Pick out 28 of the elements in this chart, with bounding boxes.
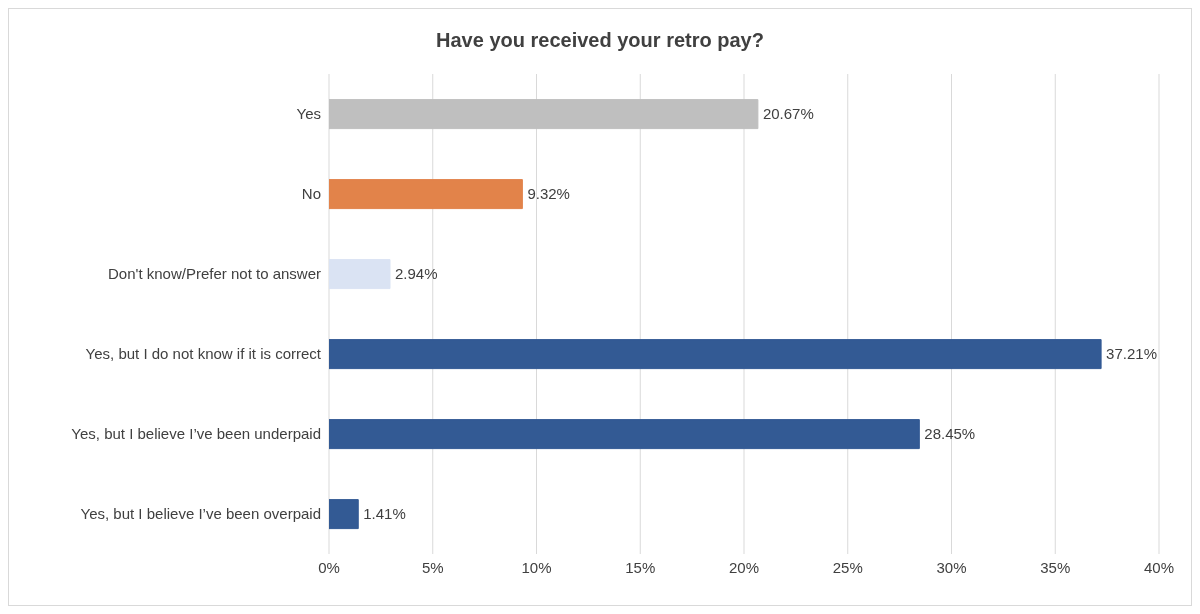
x-tick-label: 25% [832, 558, 863, 576]
chart-title: Have you received your retro pay? [435, 28, 765, 53]
bar [329, 259, 391, 290]
y-tick-label: Yes, but I do not know if it is correct [85, 345, 322, 363]
data-label: 2.94% [395, 265, 438, 283]
y-tick-label: Don't know/Prefer not to answer [108, 265, 321, 283]
y-tick-label: No [301, 185, 321, 203]
bar [329, 99, 759, 130]
x-tick-label: 0% [318, 558, 340, 576]
bar [329, 419, 920, 450]
bar [329, 339, 1102, 370]
y-tick-label: Yes [296, 105, 321, 123]
x-tick-label: 30% [936, 558, 967, 576]
data-label: 1.41% [363, 505, 406, 523]
data-label: 28.45% [924, 425, 976, 443]
x-tick-label: 40% [1143, 558, 1175, 576]
x-tick-label: 10% [521, 558, 552, 576]
x-tick-label: 20% [728, 558, 760, 576]
y-tick-label: Yes, but I believe I’ve been underpaid [71, 425, 321, 443]
x-tick-label: 5% [421, 558, 444, 576]
data-label: 20.67% [762, 105, 814, 123]
bar [329, 179, 523, 210]
x-tick-label: 15% [625, 558, 656, 576]
bar [329, 499, 359, 530]
data-label: 37.21% [1106, 345, 1157, 363]
y-tick-label: Yes, but I believe I’ve been overpaid [80, 505, 321, 523]
x-tick-label: 35% [1040, 558, 1071, 576]
data-label: 9.32% [527, 185, 570, 203]
